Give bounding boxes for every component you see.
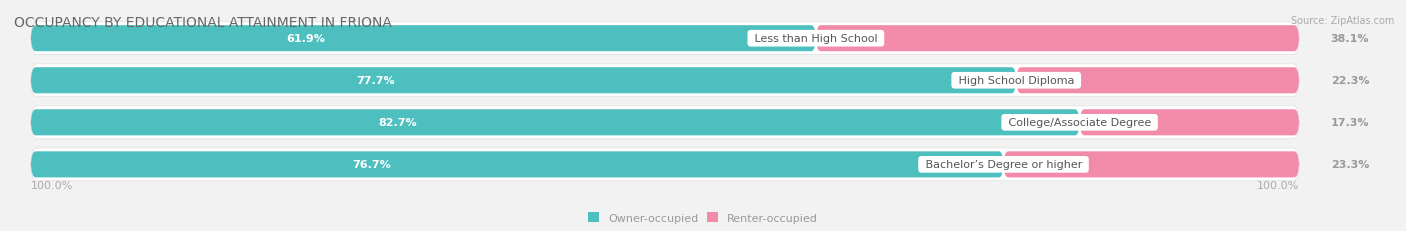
FancyBboxPatch shape — [31, 68, 1017, 94]
Text: High School Diploma: High School Diploma — [955, 76, 1078, 86]
Text: OCCUPANCY BY EDUCATIONAL ATTAINMENT IN FRIONA: OCCUPANCY BY EDUCATIONAL ATTAINMENT IN F… — [14, 16, 392, 30]
FancyBboxPatch shape — [31, 148, 1299, 181]
FancyBboxPatch shape — [1004, 152, 1299, 178]
FancyBboxPatch shape — [31, 106, 1299, 139]
FancyBboxPatch shape — [31, 110, 1080, 136]
Text: Less than High School: Less than High School — [751, 34, 882, 44]
FancyBboxPatch shape — [31, 152, 1004, 178]
Text: 17.3%: 17.3% — [1330, 118, 1369, 128]
FancyBboxPatch shape — [815, 26, 1299, 52]
Text: 23.3%: 23.3% — [1330, 160, 1369, 170]
Text: Bachelor’s Degree or higher: Bachelor’s Degree or higher — [921, 160, 1085, 170]
Text: 76.7%: 76.7% — [352, 160, 391, 170]
Text: Source: ZipAtlas.com: Source: ZipAtlas.com — [1291, 16, 1395, 26]
FancyBboxPatch shape — [31, 26, 815, 52]
FancyBboxPatch shape — [1080, 110, 1299, 136]
Text: College/Associate Degree: College/Associate Degree — [1005, 118, 1154, 128]
Text: 38.1%: 38.1% — [1330, 34, 1369, 44]
Legend: Owner-occupied, Renter-occupied: Owner-occupied, Renter-occupied — [583, 208, 823, 227]
Text: 100.0%: 100.0% — [31, 181, 73, 191]
Text: 100.0%: 100.0% — [1257, 181, 1299, 191]
FancyBboxPatch shape — [31, 23, 1299, 55]
Text: 61.9%: 61.9% — [287, 34, 325, 44]
Text: 82.7%: 82.7% — [378, 118, 418, 128]
FancyBboxPatch shape — [31, 65, 1299, 97]
Text: 77.7%: 77.7% — [357, 76, 395, 86]
FancyBboxPatch shape — [1017, 68, 1299, 94]
Text: 22.3%: 22.3% — [1330, 76, 1369, 86]
